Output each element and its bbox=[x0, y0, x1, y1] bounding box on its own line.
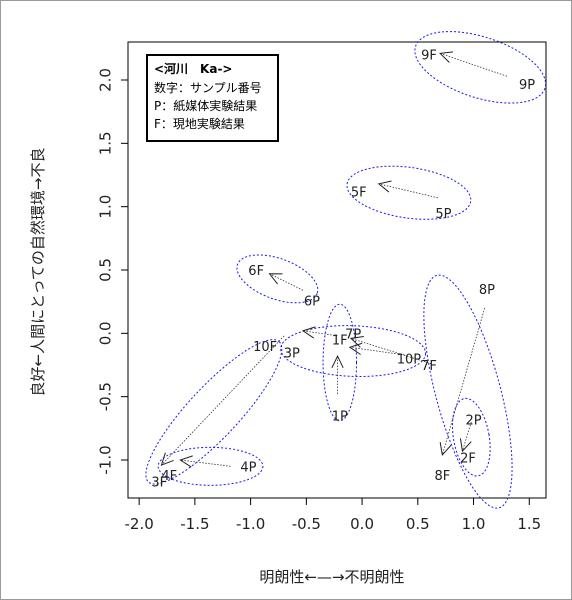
point-label-10p: 10P bbox=[397, 353, 422, 368]
point-label-9f: 9F bbox=[421, 49, 437, 64]
point-label-2p: 2P bbox=[465, 413, 481, 428]
legend-title: <河川 Ka-> bbox=[154, 61, 233, 76]
point-label-7f: 7F bbox=[421, 359, 437, 374]
group-ellipse-4 bbox=[322, 303, 358, 422]
arrow-layer bbox=[160, 51, 508, 468]
y-tick-label: 1.5 bbox=[97, 131, 115, 155]
arrow-6 bbox=[349, 336, 432, 365]
arrow-10 bbox=[439, 307, 486, 457]
group-ellipse-2 bbox=[346, 165, 472, 220]
arrow-7 bbox=[301, 326, 338, 339]
group-ellipse-6 bbox=[145, 339, 283, 485]
arrow-11 bbox=[459, 421, 472, 453]
group-ellipse-9 bbox=[451, 397, 491, 477]
group-ellipse-3 bbox=[236, 254, 319, 304]
point-label-7p: 7P bbox=[345, 327, 361, 342]
axis-layer: -2.0 -1.5 -1.0 -0.5 0.0 0.5 1.0 1.5 -1.0 -0.5 0.0 0… bbox=[97, 68, 542, 533]
point-label-4p: 4P bbox=[240, 460, 256, 475]
legend-box bbox=[146, 54, 279, 142]
point-label-3p: 3P bbox=[284, 346, 300, 361]
legend: <河川 Ka-> 数字：サンプル番号 P：紙媒体実験結果 F：現地実験結果 bbox=[146, 54, 279, 142]
arrow-9 bbox=[179, 455, 231, 468]
ellipse-layer bbox=[145, 31, 547, 509]
x-tick-label: -0.5 bbox=[292, 515, 321, 533]
point-label-1f: 1F bbox=[332, 334, 348, 349]
x-axis-title: 明朗性←—→不明朗性 bbox=[259, 568, 404, 586]
group-ellipse-7 bbox=[157, 446, 264, 486]
x-tick-label: 1.5 bbox=[517, 515, 541, 533]
legend-line-3: F：現地実験結果 bbox=[154, 116, 245, 131]
legend-line-1: 数字：サンプル番号 bbox=[154, 80, 262, 95]
y-axis-title: 良好←人間にとっての自然環境→不良 bbox=[29, 148, 47, 397]
x-tick-label: 1.0 bbox=[462, 515, 486, 533]
arrow-8 bbox=[160, 335, 285, 466]
point-label-6f: 6F bbox=[248, 264, 264, 279]
group-ellipse-5 bbox=[280, 325, 427, 378]
y-tick-label: 2.0 bbox=[97, 68, 115, 92]
point-label-2f: 2F bbox=[460, 451, 476, 466]
y-tick-label: -1.0 bbox=[97, 445, 115, 474]
point-label-1p: 1P bbox=[332, 410, 348, 425]
arrow-4 bbox=[331, 354, 344, 395]
point-label-9p: 9P bbox=[519, 78, 535, 93]
point-label-6p: 6P bbox=[304, 294, 320, 309]
x-tick-label: -1.5 bbox=[180, 515, 209, 533]
point-label-5f: 5F bbox=[351, 185, 367, 200]
point-label-4f: 4F bbox=[161, 469, 177, 484]
x-tick-label: 0.5 bbox=[406, 515, 430, 533]
point-label-8f: 8F bbox=[434, 469, 450, 484]
point-label-10f: 10F bbox=[253, 340, 277, 355]
point-label-layer: 1P 1F 2P 2F 3P 3F 4P 4F 6P 6F 7P 7F 8P 8F 9P 9F 10P 10F 5P… bbox=[151, 49, 535, 491]
y-tick-label: 1.0 bbox=[97, 195, 115, 219]
y-tick-label: 0.5 bbox=[97, 258, 115, 282]
x-tick-label: -2.0 bbox=[125, 515, 154, 533]
point-label-3f: 3F bbox=[151, 476, 167, 491]
group-ellipse-8 bbox=[423, 274, 513, 509]
y-tick-label: -0.5 bbox=[97, 382, 115, 411]
group-ellipse-1 bbox=[414, 31, 547, 104]
point-label-8p: 8P bbox=[479, 283, 495, 298]
arrow-2 bbox=[377, 180, 438, 199]
legend-line-2: P：紙媒体実験結果 bbox=[154, 98, 257, 113]
arrow-3 bbox=[268, 273, 304, 291]
x-tick-label: 0.0 bbox=[350, 515, 374, 533]
x-tick-label: -1.0 bbox=[236, 515, 265, 533]
arrow-1 bbox=[439, 51, 508, 77]
point-label-5p: 5P bbox=[435, 207, 451, 222]
y-tick-label: 0.0 bbox=[97, 321, 115, 345]
